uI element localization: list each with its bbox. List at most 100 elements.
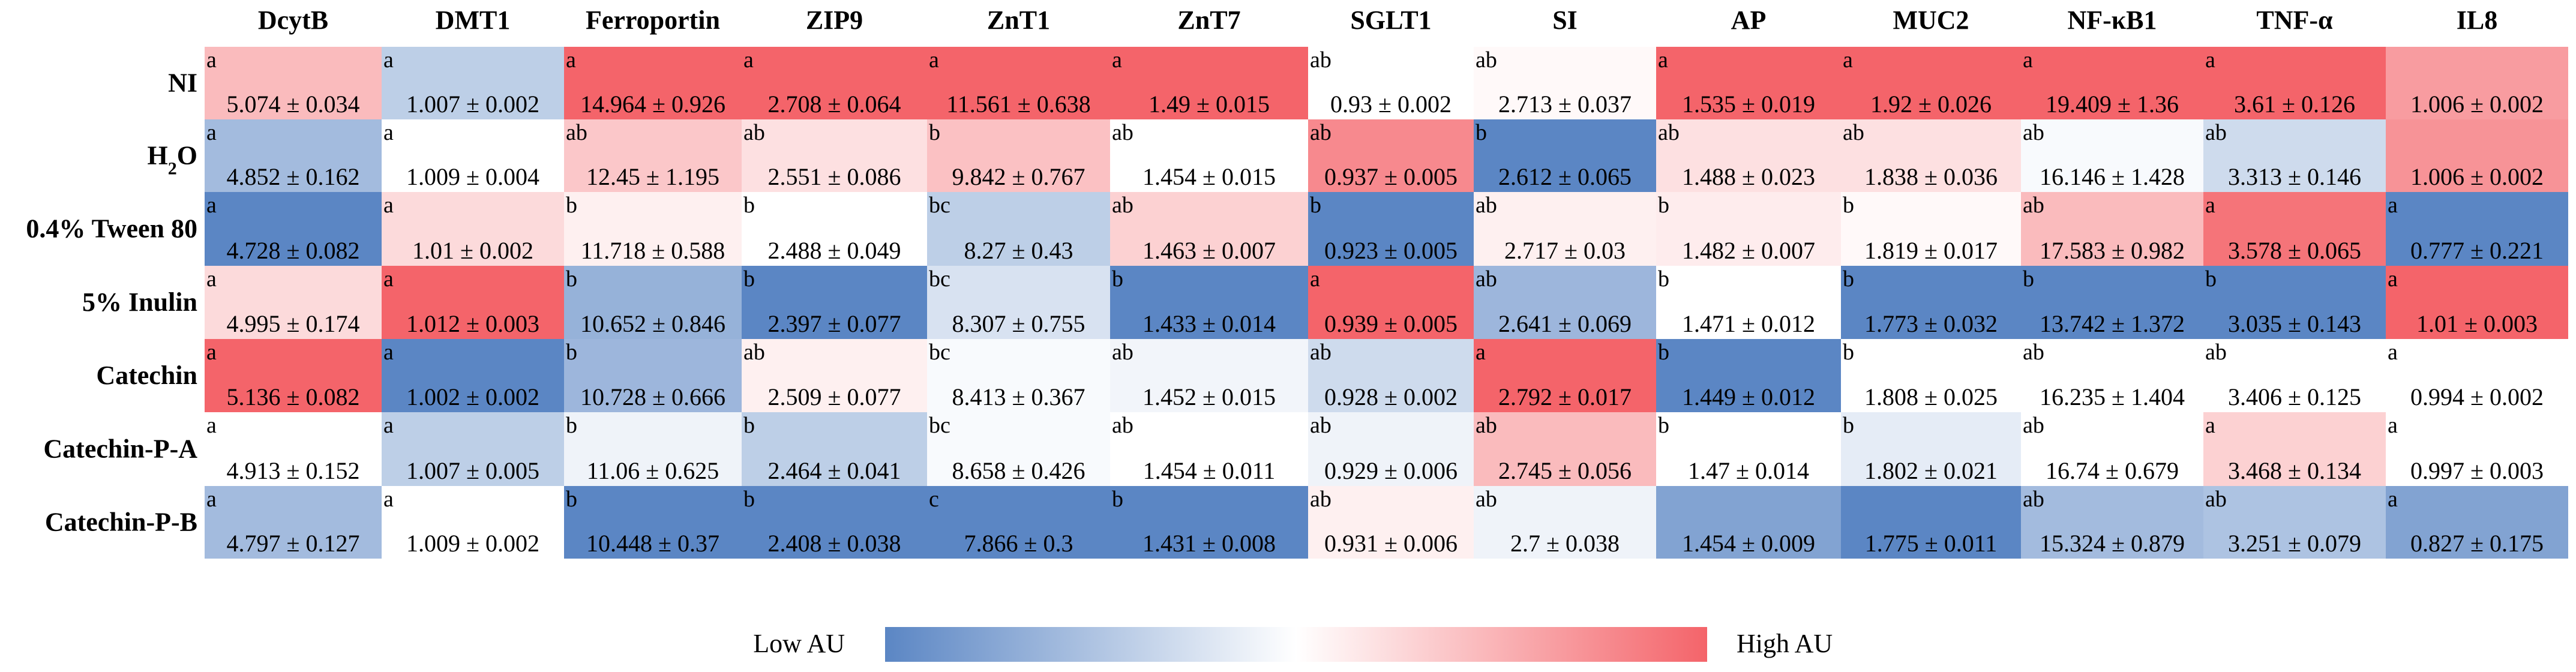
cell-significance-letter: ab bbox=[1310, 47, 1332, 73]
heatmap-cell: ab 16.235 ± 1.404 bbox=[2021, 339, 2203, 412]
cell-color bbox=[742, 192, 927, 266]
cell-value: 3.61 ± 0.126 bbox=[2234, 91, 2355, 118]
cell-significance-letter: a bbox=[2205, 47, 2215, 73]
cell-significance-letter: bc bbox=[929, 340, 950, 365]
cell-significance-letter: a bbox=[1843, 47, 1853, 73]
cell-color bbox=[382, 412, 564, 486]
cell-significance-letter: ab bbox=[743, 340, 765, 365]
heatmap-cell: a 1.007 ± 0.005 bbox=[382, 412, 564, 486]
cell-value: 1.471 ± 0.012 bbox=[1682, 310, 1815, 337]
cell-value: 0.827 ± 0.175 bbox=[2410, 530, 2544, 557]
heatmap-cell: b10.652 ± 0.846 bbox=[564, 266, 742, 339]
row-headers: NI H2O 0.4% Tween 80 5% Inulin Catechin Catec… bbox=[26, 68, 197, 537]
cell-color bbox=[927, 266, 1110, 339]
cell-value: 3.468 ± 0.134 bbox=[2228, 457, 2361, 484]
heatmap-cell: b 1.47 ± 0.014 bbox=[1656, 412, 1841, 486]
cell-color bbox=[1841, 192, 2021, 266]
cell-significance-letter: ab bbox=[1843, 120, 1864, 145]
cell-significance-letter: b bbox=[566, 413, 577, 438]
cell-value: 2.713 ± 0.037 bbox=[1498, 91, 1632, 118]
cell-color bbox=[2386, 192, 2568, 266]
heatmap-cell: a 1.01 ± 0.003 bbox=[2386, 266, 2568, 339]
cell-significance-letter: a bbox=[566, 47, 576, 73]
heatmap-cell: 1.775 ± 0.011 bbox=[1841, 486, 2021, 559]
cell-color bbox=[1656, 339, 1841, 412]
cell-color bbox=[382, 266, 564, 339]
heatmap-cell: a 4.728 ± 0.082 bbox=[205, 192, 382, 266]
cell-color bbox=[2203, 119, 2386, 192]
cell-value: 1.012 ± 0.003 bbox=[406, 310, 539, 337]
column-header-ferroportin: Ferroportin bbox=[586, 5, 720, 35]
cell-value: 1.01 ± 0.003 bbox=[2416, 310, 2538, 337]
cell-color bbox=[1110, 412, 1308, 486]
cell-value: 10.728 ± 0.666 bbox=[580, 383, 725, 410]
cell-significance-letter: a bbox=[206, 47, 217, 73]
cell-value: 2.717 ± 0.03 bbox=[1504, 237, 1626, 264]
cell-color bbox=[2203, 47, 2386, 119]
cell-value: 1.454 ± 0.009 bbox=[1682, 530, 1815, 557]
heatmap-cell: ab 1.454 ± 0.011 bbox=[1110, 412, 1308, 486]
cell-value: 8.413 ± 0.367 bbox=[952, 383, 1085, 410]
cell-significance-letter: a bbox=[2023, 47, 2033, 73]
heatmap-cell: a 1.009 ± 0.002 bbox=[382, 486, 564, 559]
cell-significance-letter: b bbox=[566, 487, 577, 512]
column-header-zip9: ZIP9 bbox=[806, 5, 863, 35]
cell-color bbox=[1656, 412, 1841, 486]
cell-value: 0.931 ± 0.006 bbox=[1324, 530, 1458, 557]
cell-significance-letter: a bbox=[929, 47, 939, 73]
cell-color bbox=[1474, 339, 1656, 412]
cell-color bbox=[564, 412, 742, 486]
cell-color bbox=[1474, 47, 1656, 119]
row-header-0-4-tween-80: 0.4% Tween 80 bbox=[26, 214, 197, 244]
heatmap-cell: 1.006 ± 0.002 bbox=[2386, 47, 2568, 119]
cell-significance-letter: b bbox=[743, 193, 755, 218]
cell-value: 2.488 ± 0.049 bbox=[768, 237, 901, 264]
cell-color bbox=[1656, 47, 1841, 119]
column-header-si: SI bbox=[1552, 5, 1578, 35]
row-header-ni: NI bbox=[168, 68, 197, 98]
row-header-h2o: H2O bbox=[148, 141, 197, 179]
heatmap-cell: ab2.509 ± 0.077 bbox=[742, 339, 927, 412]
cell-value: 4.995 ± 0.174 bbox=[227, 310, 360, 337]
cell-value: 11.561 ± 0.638 bbox=[946, 91, 1090, 118]
cell-significance-letter: b bbox=[743, 266, 755, 292]
cell-significance-letter: a bbox=[2388, 193, 2398, 218]
heatmap-cell: a 4.797 ± 0.127 bbox=[205, 486, 382, 559]
heatmap-cell: bc 8.27 ± 0.43 bbox=[927, 192, 1110, 266]
heatmap-cell: ab 1.454 ± 0.015 bbox=[1110, 119, 1308, 192]
cell-value: 1.482 ± 0.007 bbox=[1682, 237, 1815, 264]
cell-significance-letter: ab bbox=[2023, 413, 2044, 438]
cell-color bbox=[1474, 266, 1656, 339]
cell-significance-letter: b bbox=[1843, 340, 1854, 365]
cell-significance-letter: a bbox=[383, 193, 394, 218]
heatmap-cell: a 2.708 ± 0.064 bbox=[742, 47, 927, 119]
heatmap-cell: a 1.002 ± 0.002 bbox=[382, 339, 564, 412]
heatmap-cell: ab2.745 ± 0.056 bbox=[1474, 412, 1656, 486]
cell-color bbox=[1110, 192, 1308, 266]
cell-value: 12.45 ± 1.195 bbox=[586, 163, 719, 190]
cell-significance-letter: a bbox=[2388, 266, 2398, 292]
heatmap-cell: ab 12.45 ± 1.195 bbox=[564, 119, 742, 192]
cell-color bbox=[927, 412, 1110, 486]
cell-value: 1.002 ± 0.002 bbox=[406, 383, 539, 410]
heatmap-cell: 1.454 ± 0.009 bbox=[1656, 486, 1841, 559]
cell-value: 2.509 ± 0.077 bbox=[768, 383, 901, 410]
color-legend: Low AU High AU bbox=[753, 627, 1833, 662]
cell-significance-letter: bc bbox=[929, 413, 950, 438]
cell-significance-letter: b bbox=[1476, 120, 1487, 145]
cell-significance-letter: b bbox=[1658, 340, 1669, 365]
cell-color bbox=[2386, 47, 2568, 119]
legend-low-label: Low AU bbox=[753, 629, 845, 658]
legend-gradient-bar bbox=[885, 627, 1707, 662]
heatmap-cell: bc8.307 ± 0.755 bbox=[927, 266, 1110, 339]
heatmap-cell: b13.742 ± 1.372 bbox=[2021, 266, 2203, 339]
cell-significance-letter: a bbox=[1476, 340, 1486, 365]
cell-significance-letter: ab bbox=[1476, 413, 1497, 438]
heatmap-cell: a 1.007 ± 0.002 bbox=[382, 47, 564, 119]
cell-value: 2.464 ± 0.041 bbox=[768, 457, 901, 484]
cell-value: 8.658 ± 0.426 bbox=[952, 457, 1085, 484]
heatmap-cell: b 9.842 ± 0.767 bbox=[927, 119, 1110, 192]
cell-color bbox=[2021, 192, 2203, 266]
column-header-znt1: ZnT1 bbox=[987, 5, 1050, 35]
cell-value: 2.792 ± 0.017 bbox=[1498, 383, 1632, 410]
